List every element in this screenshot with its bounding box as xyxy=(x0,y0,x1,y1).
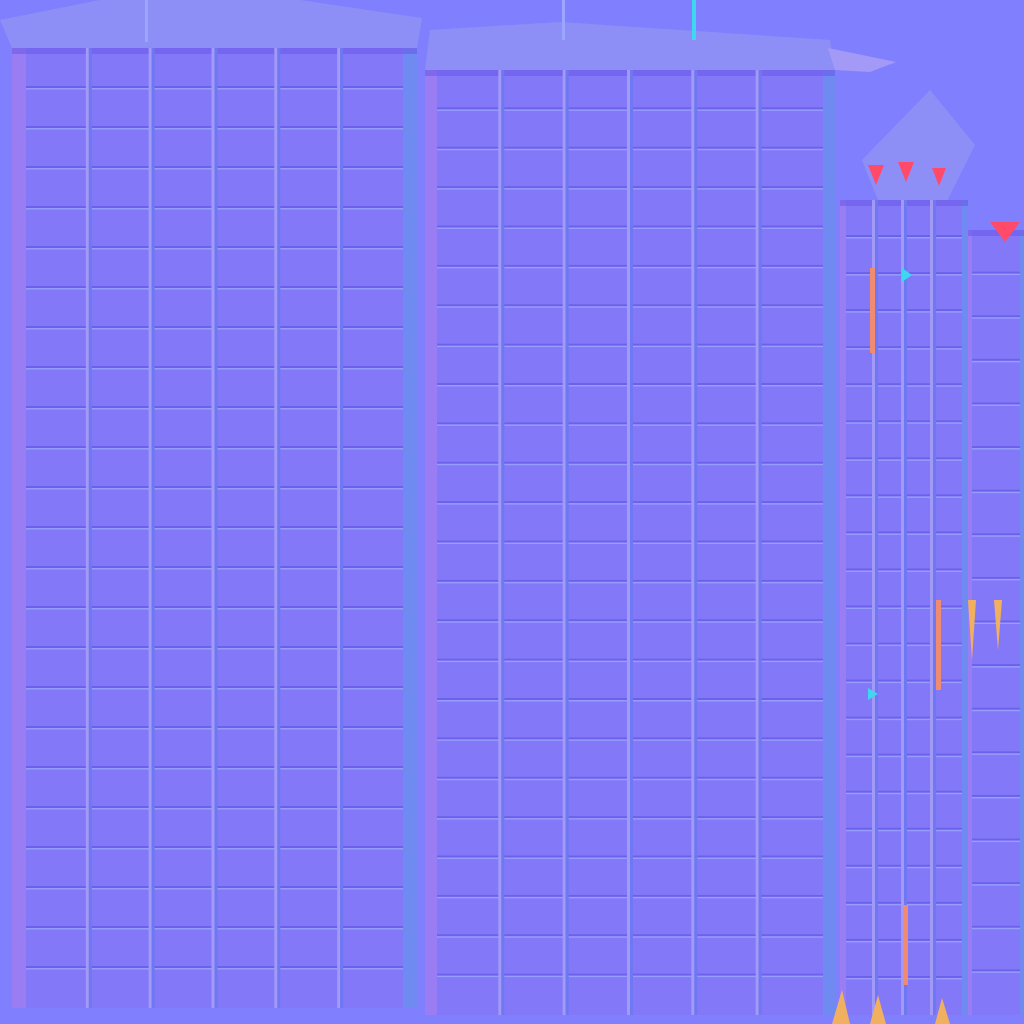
tower-accent-yellow xyxy=(832,990,850,1024)
edge-strip-mortar-row xyxy=(972,446,1020,449)
facade-left-pillar xyxy=(148,48,152,1008)
edge-strip-mortar-row-light xyxy=(972,273,1020,276)
tower-right-pillar-shadow xyxy=(875,200,878,1015)
facade-center-pillar-shadow xyxy=(630,70,633,1015)
facade-left-bevel-right xyxy=(403,48,417,1008)
facade-center-pillar-shadow xyxy=(694,70,698,1015)
tower-accent-yellow xyxy=(870,995,886,1024)
edge-strip-mortar-row xyxy=(972,838,1020,841)
tower-right-pillar xyxy=(901,200,904,1015)
edge-strip-mortar-row xyxy=(972,925,1020,928)
top-accent-cyan xyxy=(692,0,696,40)
top-accent xyxy=(145,0,148,42)
edge-strip-mortar-row xyxy=(972,664,1020,667)
edge-strip-mortar-row-light xyxy=(972,796,1020,799)
edge-strip-mortar-row xyxy=(972,271,1020,274)
edge-strip-mortar-row xyxy=(972,315,1020,318)
tower-accent-yellow xyxy=(994,600,1002,650)
tower-right-pillar xyxy=(872,200,875,1015)
facade-center-bevel-right xyxy=(823,70,835,1015)
tower-accent-red xyxy=(932,168,946,186)
facade-center-pillar xyxy=(691,70,695,1015)
roof-left xyxy=(0,0,422,48)
facade-left-pillar-shadow xyxy=(151,48,155,1008)
edge-strip-mortar-row-light xyxy=(972,666,1020,668)
tower-accent-orange xyxy=(870,268,875,353)
edge-strip-mortar-row-light xyxy=(972,884,1020,886)
facade-center-pillar xyxy=(755,70,759,1015)
edge-strip-mortar-row-light xyxy=(972,709,1020,712)
roof-center xyxy=(425,22,835,70)
edge-strip-mortar-row-light xyxy=(972,753,1020,755)
facade-left-bevel-left xyxy=(12,48,26,1008)
edge-strip-mortar-row xyxy=(972,707,1020,710)
facade-center-pillar xyxy=(562,70,566,1015)
tower-spire xyxy=(862,90,975,205)
tower-accent-red xyxy=(898,162,914,182)
tower-accent-cyan xyxy=(902,268,912,282)
tower-accent-orange xyxy=(903,905,908,985)
edge-strip-mortar-row-light xyxy=(972,840,1020,843)
edge-strip-mortar-row xyxy=(972,794,1020,797)
tower-accent-yellow xyxy=(968,600,976,660)
tower-right-bevel-left xyxy=(840,200,846,1015)
facade-left-pillar xyxy=(85,48,89,1008)
tower-accent-red xyxy=(868,165,884,185)
facade-left-pillar xyxy=(211,48,215,1008)
edge-strip-mortar-row-light xyxy=(972,535,1020,537)
edge-strip-mortar-row xyxy=(972,358,1020,361)
facade-center-bevel-left xyxy=(425,70,437,1015)
facade-center-pillar xyxy=(627,70,630,1015)
edge-strip-mortar-row-light xyxy=(972,971,1020,973)
edge-strip-mortar-row-light xyxy=(972,317,1020,319)
tower-right-pillar-shadow xyxy=(904,200,907,1015)
top-accent xyxy=(562,0,565,40)
facade-center-pillar-shadow xyxy=(501,70,505,1015)
facade-left-pillar-shadow xyxy=(88,48,92,1008)
edge-strip-mortar-row-light xyxy=(972,360,1020,363)
edge-strip-mortar-row xyxy=(972,533,1020,536)
edge-strip-bevel-top xyxy=(968,230,1024,236)
tower-accent-yellow xyxy=(935,998,950,1024)
tower-right-pillar-shadow xyxy=(933,200,936,1015)
facade-center-pillar-shadow xyxy=(565,70,569,1015)
edge-strip-mortar-row xyxy=(972,489,1020,492)
edge-strip-mortar-row xyxy=(972,402,1020,405)
tower-accent-orange xyxy=(936,600,941,690)
facade-left-pillar xyxy=(337,48,341,1008)
edge-strip-mortar-row-light xyxy=(972,448,1020,450)
edge-strip-mortar-row-light xyxy=(972,404,1020,406)
tower-right-bevel-right xyxy=(962,200,968,1015)
facade-center-pillar-shadow xyxy=(758,70,762,1015)
edge-strip-mortar-row-light xyxy=(972,491,1020,494)
edge-strip-mortar-row xyxy=(972,969,1020,972)
edge-strip-mortar-row xyxy=(972,882,1020,885)
tower-accent-cyan xyxy=(868,688,878,700)
facade-left-pillar-shadow xyxy=(214,48,218,1008)
facade-left-pillar-shadow xyxy=(340,48,344,1008)
tower-right-pillar xyxy=(930,200,933,1015)
edge-strip-mortar-row-light xyxy=(972,927,1020,930)
roof-right-bevel xyxy=(828,48,896,72)
edge-strip-bevel-right xyxy=(1020,230,1024,1015)
tower-accent-red xyxy=(990,222,1020,242)
edge-strip-mortar-row xyxy=(972,751,1020,754)
facade-left-pillar-shadow xyxy=(277,48,281,1008)
edge-strip-mortar-row-light xyxy=(972,578,1020,581)
facade-left-pillar xyxy=(274,48,278,1008)
facade-center-pillar xyxy=(498,70,502,1015)
edge-strip-mortar-row xyxy=(972,576,1020,579)
